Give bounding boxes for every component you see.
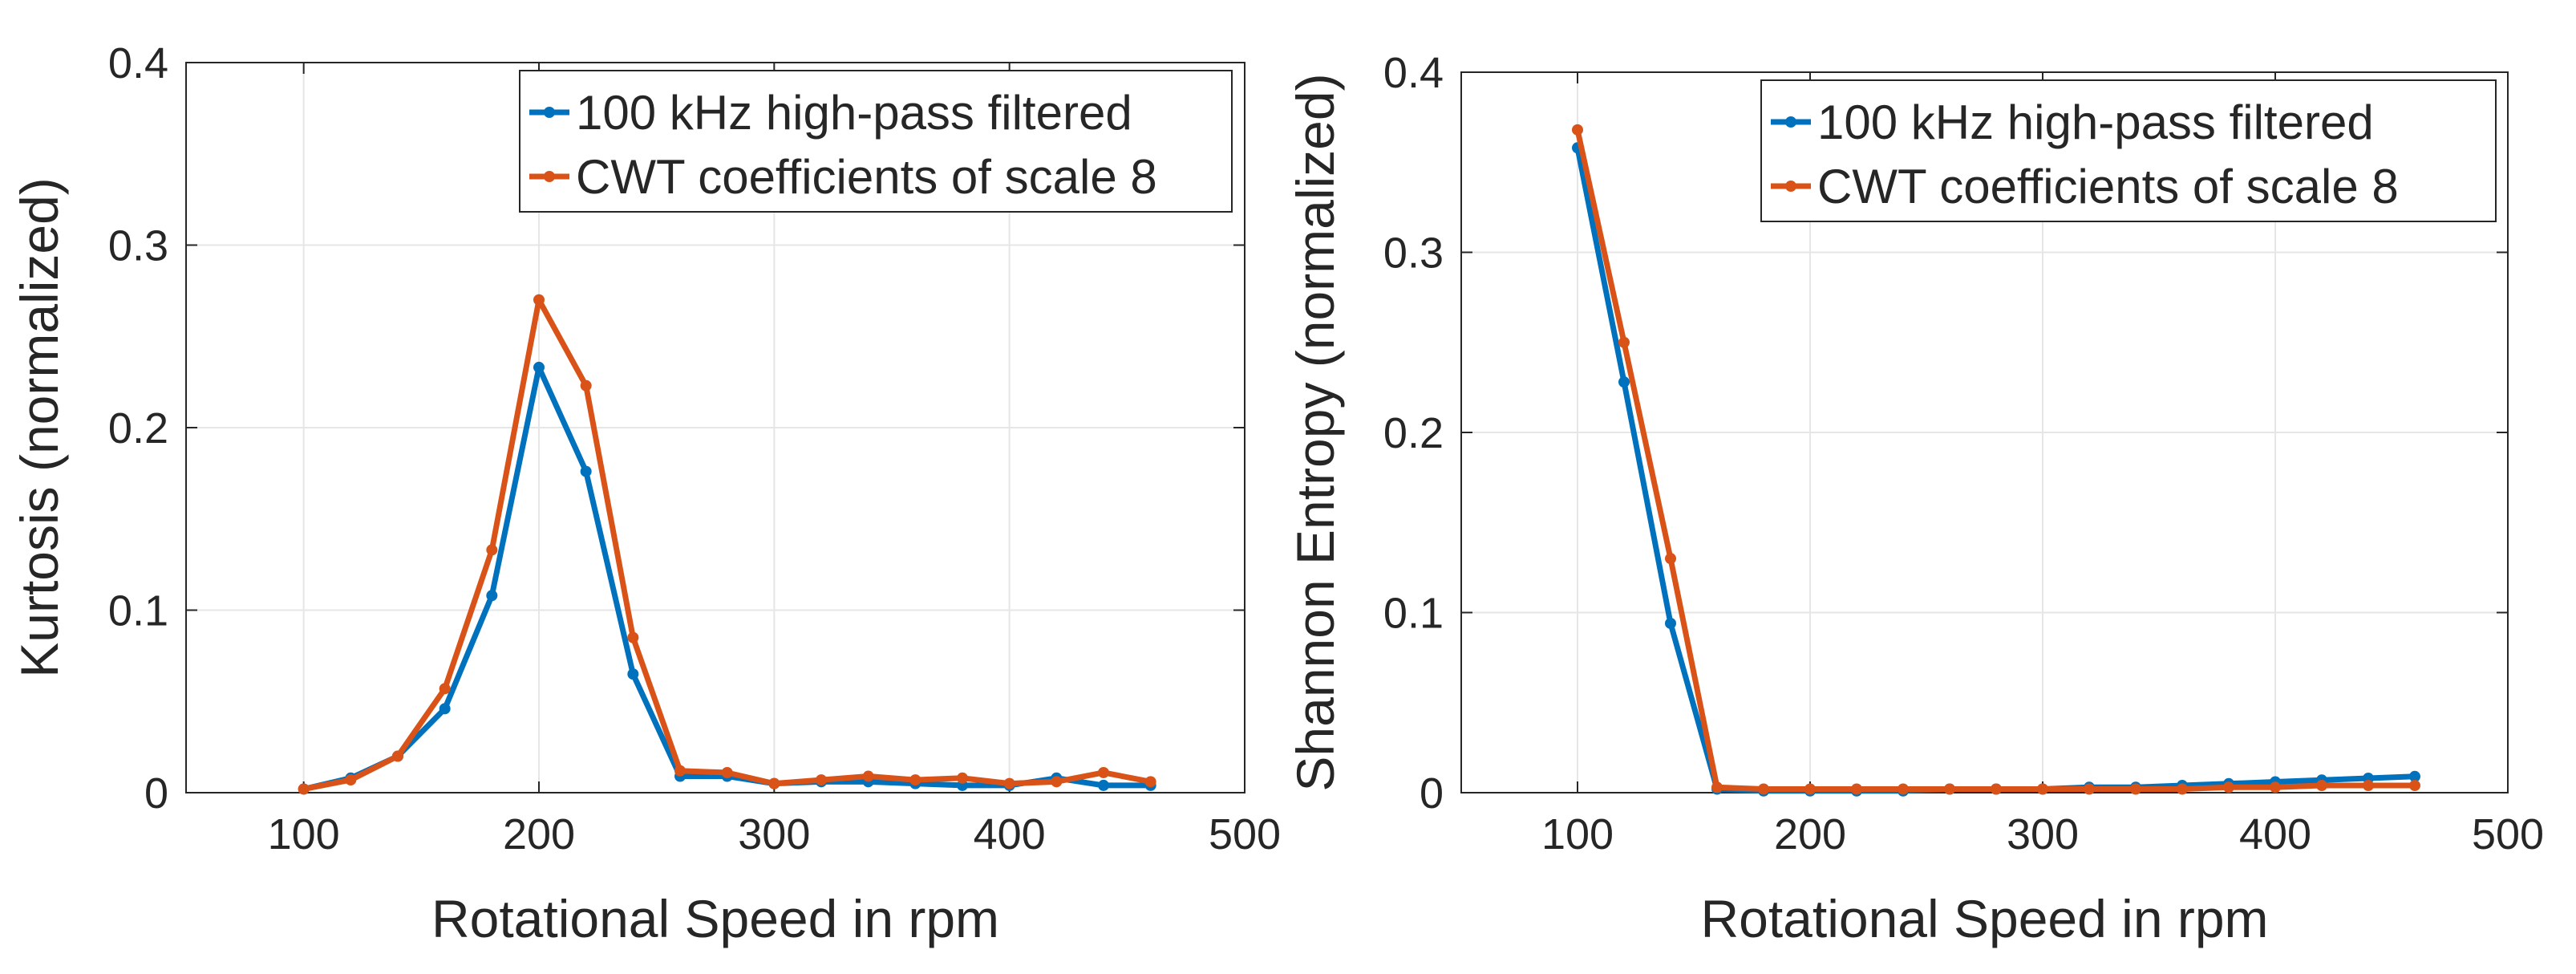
series-line [302,364,1151,792]
data-point [2409,770,2420,782]
data-point [298,783,310,795]
data-point [1758,783,1769,795]
data-point [1898,783,1909,795]
data-point [345,774,357,786]
x-tick-label: 300 [2007,810,2079,858]
legend-marker [1785,181,1796,192]
data-point [2409,780,2420,792]
data-point [1804,783,1816,795]
data-point [2130,783,2141,795]
data-point [1991,783,2002,795]
data-point [439,683,451,695]
data-point [392,750,403,762]
y-axis-label: Kurtosis (normalized) [10,177,69,678]
data-point [533,361,545,373]
y-tick-label: 0.3 [1383,229,1444,278]
y-tick-label: 0 [144,769,168,818]
legend-label: 100 kHz high-pass filtered [1817,95,2374,149]
data-point [486,544,498,556]
data-point [1665,617,1676,629]
data-point [1098,766,1109,778]
data-point [1051,776,1063,788]
legend-marker [544,107,555,118]
data-point [1572,124,1583,136]
y-tick-label: 0.2 [108,404,168,453]
data-point [1665,553,1676,565]
data-point [862,770,874,782]
legend-box [1760,79,2497,222]
chart-2: 100 200 300 400 500 0 0.1 0.2 0.3 0.4 Rotational S… [1286,49,2544,948]
x-tick-label: 400 [2239,810,2311,858]
series-1 [298,361,1156,795]
data-point [909,774,921,786]
data-point [2363,780,2374,792]
data-point [2177,783,2188,795]
legend-marker [544,171,555,182]
data-point [439,703,451,715]
y-tick-label: 0.2 [1383,409,1444,457]
chart-1: 100 200 300 400 500 0 0.1 0.2 0.3 0.4 Rotational S… [10,39,1281,948]
data-point [580,379,592,392]
series-line [1574,129,2415,793]
data-point [1851,783,1862,795]
x-tick-label: 300 [738,810,810,858]
legend-marker [1785,116,1796,128]
series-2 [298,294,1156,795]
x-tick-label: 200 [503,810,575,858]
x-tick-label: 400 [974,810,1046,858]
data-point [486,590,498,602]
y-tick-label: 0.4 [108,39,168,87]
data-point [2037,783,2048,795]
data-point [768,777,780,789]
data-point [627,631,639,643]
y-tick-label: 0.3 [108,222,168,270]
series-line [303,297,1152,792]
data-point [1944,783,1955,795]
data-point [1711,781,1723,793]
series-line [1574,147,2416,794]
data-point [1618,376,1630,388]
y-tick-label: 0.4 [1383,49,1444,97]
y-tick-label: 0.1 [1383,590,1444,638]
legend-label: CWT coefficients of scale 8 [576,150,1157,204]
data-point [2223,781,2234,793]
data-point [1618,336,1630,348]
data-point [627,668,639,680]
x-tick-label: 100 [1541,810,1614,858]
data-point [1003,777,1015,789]
x-axis-label: Rotational Speed in rpm [431,889,999,948]
data-point [533,294,545,306]
series-2 [1572,124,2420,795]
data-point [674,765,686,777]
data-point [2084,783,2095,795]
data-point [2316,780,2327,792]
legend: 100 kHz high-pass filtered CWT coefficien… [1760,79,2497,222]
x-tick-label: 500 [2472,810,2544,858]
legend: 100 kHz high-pass filtered CWT coefficien… [519,70,1233,213]
legend-label: CWT coefficients of scale 8 [1817,160,2399,213]
y-tick-label: 0 [1420,769,1444,818]
data-point [957,772,968,784]
data-point [2270,781,2281,793]
legend-label: 100 kHz high-pass filtered [576,86,1132,140]
x-tick-label: 500 [1209,810,1281,858]
data-point [580,465,592,477]
data-point [721,766,733,778]
x-axis-label: Rotational Speed in rpm [1700,889,2268,948]
data-point [816,774,827,786]
x-tick-label: 100 [268,810,340,858]
data-point [1144,776,1156,788]
legend-box [519,70,1233,213]
x-tick-label: 200 [1774,810,1846,858]
y-tick-label: 0.1 [108,587,168,635]
data-point [1098,779,1109,791]
y-axis-label: Shannon Entropy (normalized) [1286,73,1345,791]
